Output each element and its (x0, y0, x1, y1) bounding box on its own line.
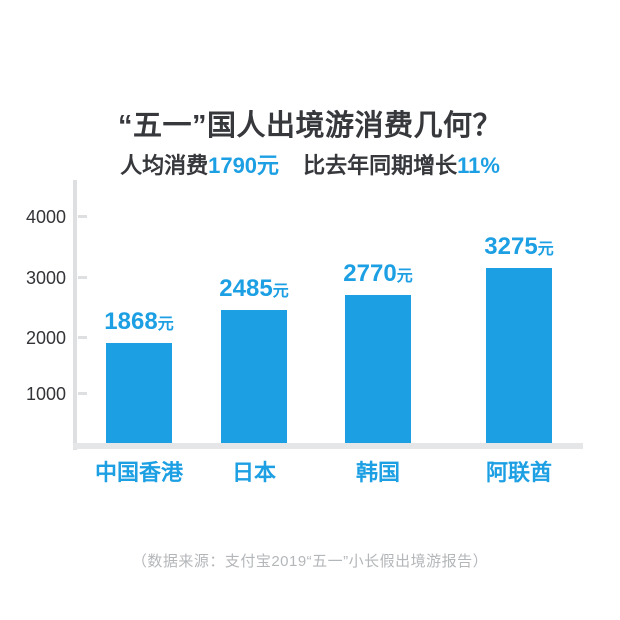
y-tick-mark-1000 (78, 392, 87, 395)
bar-value-unit: 元 (157, 316, 174, 333)
bar-hongkong (106, 343, 172, 443)
bar-korea (345, 295, 411, 443)
subtitle-growth-value: 11% (457, 153, 500, 178)
data-source: （数据来源：支付宝2019“五一”小长假出境游报告） (131, 553, 489, 570)
subtitle-middle: 比去年同期增长 (303, 153, 458, 178)
bar-value-unit: 元 (537, 241, 554, 258)
bar-value-number: 2485 (219, 275, 273, 302)
bar-japan (221, 310, 287, 443)
bar-value-label: 2770元 (343, 260, 412, 288)
category-label-japan: 日本 (231, 460, 276, 485)
bar-value-label: 3275元 (484, 233, 553, 261)
bar-group-hongkong: 1868元 中国香港 (79, 308, 199, 485)
bar-value-unit: 元 (272, 283, 289, 300)
bar-value-number: 1868 (104, 308, 158, 335)
y-tick-label-3000: 3000 (25, 268, 66, 288)
y-tick-mark-4000 (78, 215, 87, 218)
y-tick-mark-2000 (78, 336, 87, 339)
category-label-hongkong: 中国香港 (94, 460, 183, 485)
bar-value-label: 2485元 (219, 275, 288, 303)
subtitle-prefix: 人均消费 (120, 153, 209, 178)
y-tick-mark-3000 (78, 276, 87, 279)
y-tick-label-1000: 1000 (25, 384, 66, 404)
bar-group-japan: 2485元 日本 (194, 275, 314, 485)
x-axis-baseline (73, 443, 583, 449)
bar-value-unit: 元 (396, 268, 413, 285)
y-axis-line (73, 180, 77, 450)
y-tick-label-2000: 2000 (25, 328, 66, 348)
bar-uae (486, 268, 552, 443)
bar-value-label: 1868元 (104, 308, 173, 336)
bar-group-uae: 3275元 阿联酋 (459, 233, 579, 485)
chart-subtitle: 人均消费1790元 比去年同期增长11% (0, 148, 620, 180)
bar-value-number: 3275 (484, 233, 538, 260)
category-label-korea: 韩国 (355, 460, 400, 485)
bar-value-number: 2770 (343, 260, 397, 287)
category-label-uae: 阿联酋 (485, 460, 552, 485)
bar-group-korea: 2770元 韩国 (318, 260, 438, 485)
y-tick-label-4000: 4000 (25, 207, 66, 227)
chart-title: “五一”国人出境游消费几何？ (117, 110, 502, 142)
subtitle-per-capita-unit: 元 (257, 153, 280, 178)
subtitle-per-capita-value: 1790 (208, 153, 258, 178)
